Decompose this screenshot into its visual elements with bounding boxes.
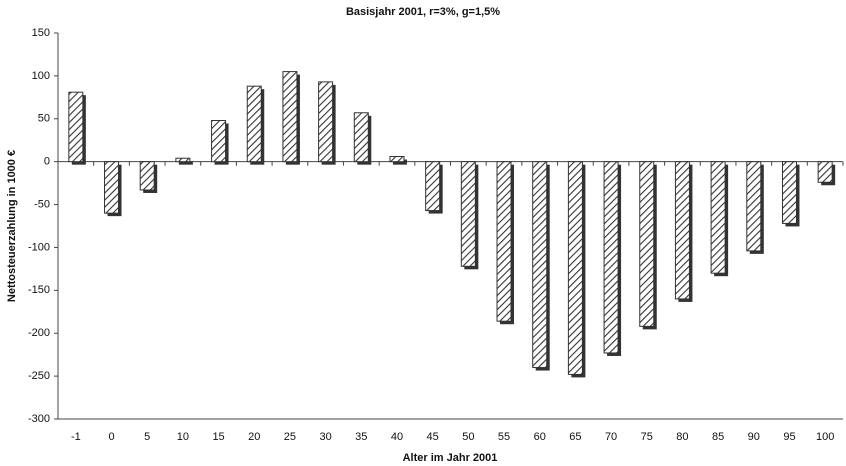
y-tick-label: 50 [38, 113, 50, 125]
bar-shadow [178, 161, 193, 165]
bar [68, 91, 84, 163]
bar [389, 156, 405, 163]
bar [781, 161, 797, 224]
x-tick-label: 80 [676, 431, 688, 443]
bar [460, 161, 476, 267]
bar [211, 119, 227, 163]
x-tick-label: 90 [748, 431, 760, 443]
x-tick-label: 15 [212, 431, 224, 443]
x-tick-label: 100 [816, 431, 834, 443]
y-tick-label: -250 [28, 370, 50, 382]
bar [496, 161, 512, 322]
x-tick-label: 25 [284, 431, 296, 443]
bar [746, 161, 762, 252]
x-tick-label: 95 [783, 431, 795, 443]
bar [139, 161, 155, 191]
x-tick-label: 10 [177, 431, 189, 443]
bar [603, 161, 619, 354]
bar [567, 161, 583, 375]
bar [710, 161, 726, 274]
x-tick-label: 85 [712, 431, 724, 443]
y-axis-label: Nettosteuerzahlung in 1000 € [6, 150, 18, 302]
bar [104, 161, 120, 214]
bar [674, 161, 690, 300]
chart-title: Basisjahr 2001, r=3%, g=1,5% [346, 6, 500, 18]
x-tick-label: 70 [605, 431, 617, 443]
y-tick-label: -50 [34, 198, 50, 210]
x-tick-label: 60 [534, 431, 546, 443]
x-tick-label: 45 [427, 431, 439, 443]
x-axis-label: Alter im Jahr 2001 [403, 452, 498, 464]
y-tick-label: 100 [32, 70, 50, 82]
y-tick-label: -100 [28, 241, 50, 253]
y-tick-label: -300 [28, 413, 50, 425]
x-tick-label: 75 [641, 431, 653, 443]
bar [353, 112, 369, 163]
y-tick-label: 150 [32, 27, 50, 39]
x-tick-label: 20 [248, 431, 260, 443]
x-tick-label: 35 [355, 431, 367, 443]
bar [532, 161, 548, 369]
bar [639, 161, 655, 327]
x-tick-label: 5 [144, 431, 150, 443]
y-tick-label: 0 [44, 156, 50, 168]
x-tick-label: 0 [108, 431, 114, 443]
x-tick-label: 55 [498, 431, 510, 443]
x-tick-label: 65 [569, 431, 581, 443]
x-tick-label: 40 [391, 431, 403, 443]
bar [425, 161, 441, 212]
bar [282, 71, 298, 163]
x-tick-label: -1 [71, 431, 81, 443]
bar [318, 81, 334, 163]
y-tick-label: -150 [28, 284, 50, 296]
bar [817, 161, 833, 183]
bar [175, 157, 191, 163]
x-tick-label: 50 [462, 431, 474, 443]
bar [246, 85, 262, 163]
y-tick-label: -200 [28, 327, 50, 339]
x-tick-label: 30 [319, 431, 331, 443]
